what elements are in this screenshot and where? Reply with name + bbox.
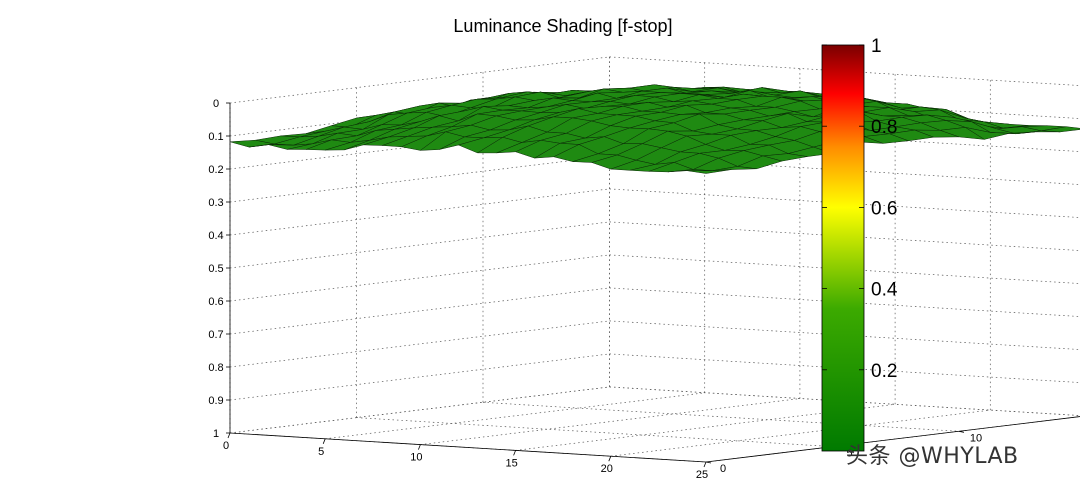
z-tick-label: 0 [213, 98, 219, 110]
x-tick-label: 15 [505, 457, 517, 469]
tick-labels: 051015202505101500.10.20.30.40.50.60.70.… [208, 98, 982, 481]
axes [226, 102, 1080, 468]
z-tick-label: 0.3 [208, 197, 223, 209]
x-tick-label: 0 [223, 440, 229, 452]
z-tick-label: 0.8 [208, 362, 223, 374]
z-tick-label: 0.4 [208, 230, 223, 242]
colorbar-tick-label: 0.4 [871, 280, 898, 301]
x-tick-label: 5 [318, 446, 324, 458]
y-tick-label: 10 [970, 432, 982, 444]
colorbar-tick-label: 0.2 [871, 361, 897, 382]
y-tick-label: 0 [720, 463, 726, 475]
z-tick-label: 0.1 [208, 131, 223, 143]
z-tick-label: 0.7 [208, 329, 223, 341]
watermark: 头条 @WHYLAB [846, 444, 1019, 469]
surface-mesh [229, 84, 1080, 174]
z-tick-label: 1 [213, 428, 219, 440]
z-tick-label: 0.9 [208, 395, 223, 407]
colorbar-tick-label: 1 [871, 36, 882, 57]
colorbar-tick-label: 0.8 [871, 117, 897, 138]
surface-facet [686, 169, 732, 174]
x-tick-label: 25 [696, 469, 708, 481]
z-tick-label: 0.6 [208, 296, 223, 308]
colorbar-tick-label: 0.6 [871, 198, 897, 219]
x-tick-label: 10 [410, 452, 422, 464]
colorbar-gradient [821, 44, 865, 452]
chart-title: Luminance Shading [f-stop] [453, 16, 672, 36]
colorbar: 1 0.8 0.6 0.4 0.2 [821, 36, 898, 452]
x-tick-label: 20 [601, 463, 613, 475]
z-tick-label: 0.5 [208, 263, 223, 275]
z-tick-label: 0.2 [208, 164, 223, 176]
y-tick-label: 5 [846, 448, 852, 460]
